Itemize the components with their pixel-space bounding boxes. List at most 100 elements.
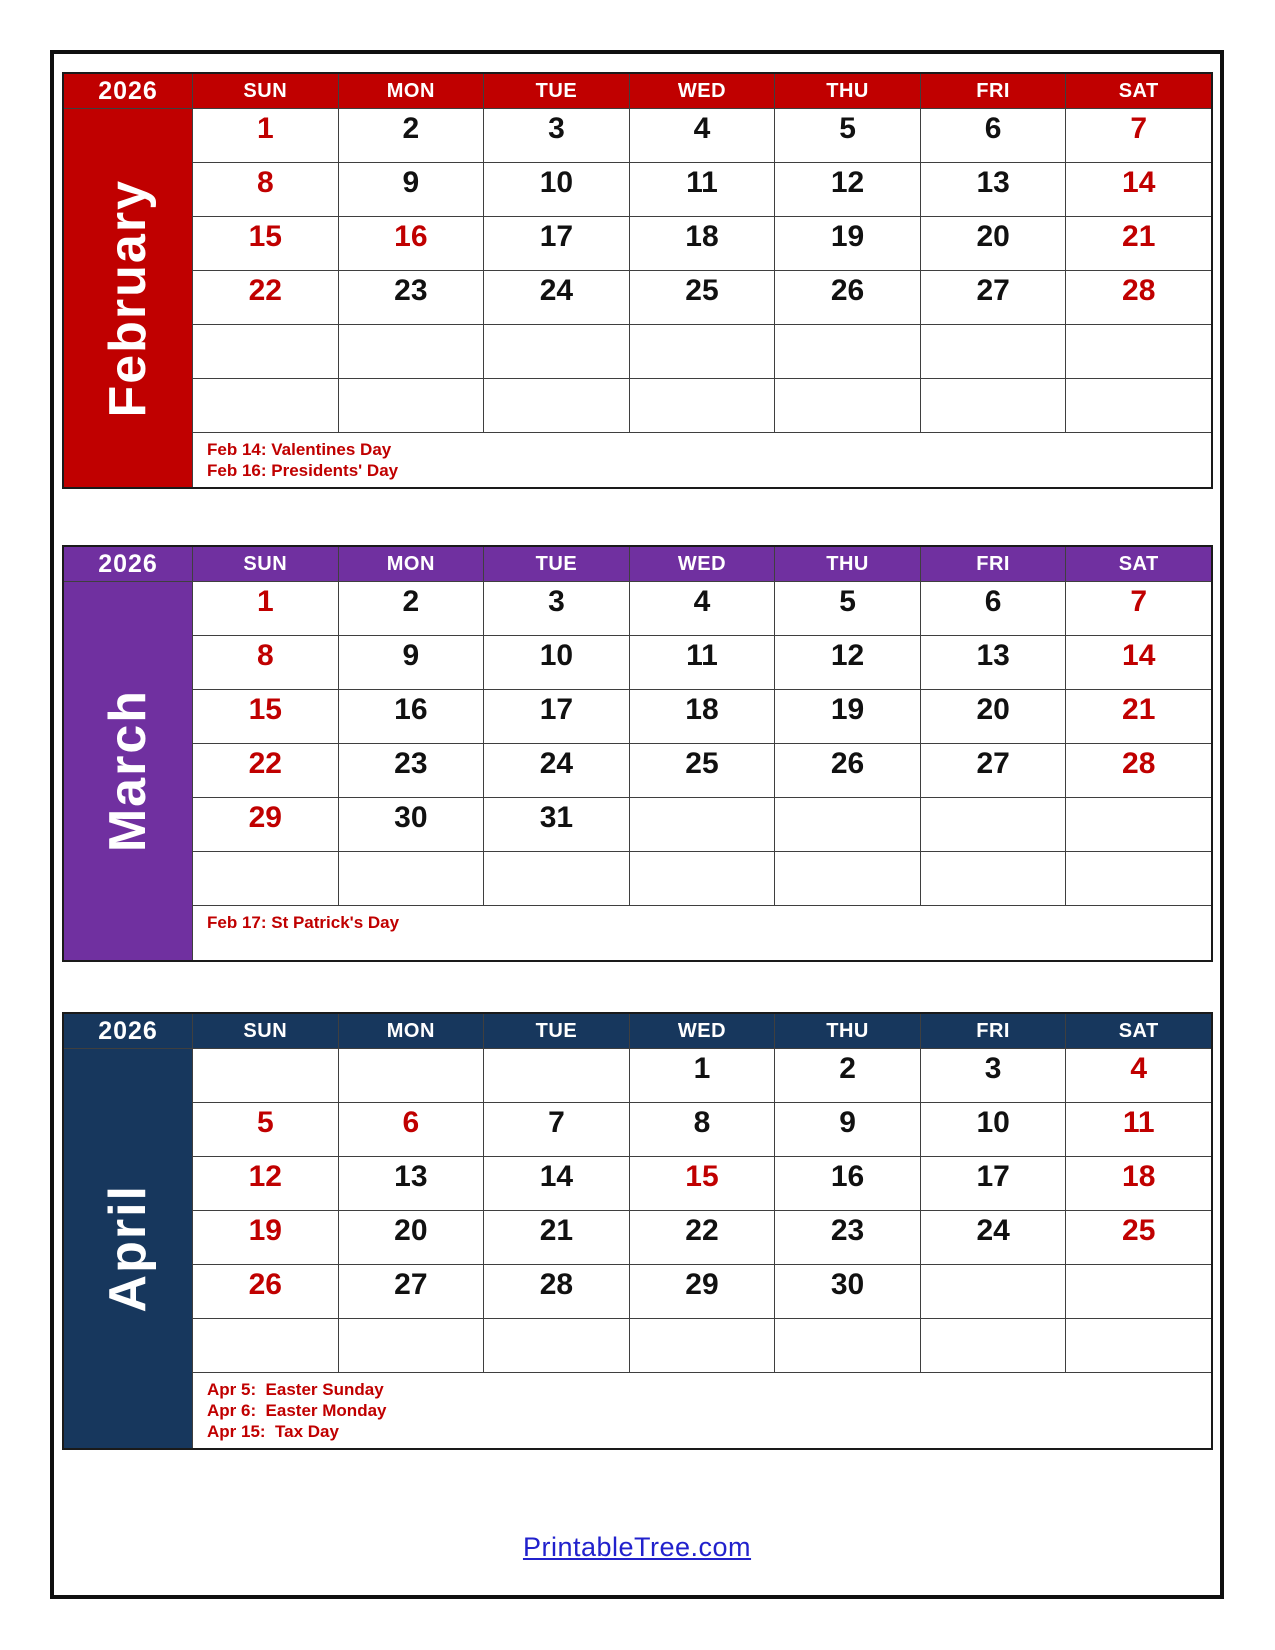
month-sidebar: February <box>64 109 192 487</box>
day-cell: 1 <box>193 582 338 635</box>
day-cell: 24 <box>484 744 629 797</box>
day-cell: 20 <box>920 217 1066 270</box>
day-cell <box>1066 379 1211 432</box>
day-cell: 4 <box>629 109 775 162</box>
day-cell: 6 <box>920 582 1066 635</box>
weekday-header-mon: MON <box>338 1014 484 1048</box>
day-cell <box>629 379 775 432</box>
weekday-header-sat: SAT <box>1066 1014 1211 1048</box>
holiday-notes: Feb 14: Valentines Day Feb 16: Presidents… <box>193 433 1211 487</box>
day-cell: 27 <box>920 271 1066 324</box>
day-cell <box>484 852 629 905</box>
day-cell: 10 <box>920 1103 1066 1156</box>
weekday-header-thu: THU <box>775 74 920 108</box>
day-cell: 18 <box>629 217 775 270</box>
day-cell <box>629 798 775 851</box>
weekday-header-fri: FRI <box>920 74 1066 108</box>
day-cell <box>1066 1265 1211 1318</box>
day-cell: 16 <box>775 1157 920 1210</box>
day-cell: 6 <box>338 1103 484 1156</box>
day-cell: 2 <box>775 1049 920 1102</box>
weekday-header-sat: SAT <box>1066 74 1211 108</box>
weekday-header-tue: TUE <box>484 547 629 581</box>
day-cell <box>338 1049 484 1102</box>
day-cell: 29 <box>629 1265 775 1318</box>
page-frame: 2026 SUN MON TUE WED THU FRI SAT February 1 2 3 4 5 6 7… <box>50 50 1224 1599</box>
day-cell: 5 <box>193 1103 338 1156</box>
day-cell: 26 <box>193 1265 338 1318</box>
day-cell: 14 <box>1066 163 1211 216</box>
day-cell: 9 <box>338 636 484 689</box>
holiday-note: Apr 5: Easter Sunday <box>207 1380 384 1399</box>
day-cell <box>193 379 338 432</box>
month-grid: 2026 SUN MON TUE WED THU FRI SAT February 1 2 3 4 5 6 7… <box>62 72 1213 489</box>
day-cell: 27 <box>338 1265 484 1318</box>
weekday-header-tue: TUE <box>484 74 629 108</box>
day-cell <box>920 852 1066 905</box>
day-cell <box>193 325 338 378</box>
day-cell: 25 <box>629 744 775 797</box>
day-cell: 30 <box>775 1265 920 1318</box>
day-cell: 3 <box>484 109 629 162</box>
day-cell <box>193 1319 338 1372</box>
month-sidebar: March <box>64 582 192 960</box>
day-cell: 18 <box>1066 1157 1211 1210</box>
day-cell: 15 <box>193 690 338 743</box>
day-cell: 6 <box>920 109 1066 162</box>
weekday-header-sun: SUN <box>193 547 338 581</box>
day-cell <box>920 1265 1066 1318</box>
day-cell <box>775 1319 920 1372</box>
day-cell <box>920 325 1066 378</box>
day-cell: 4 <box>629 582 775 635</box>
weekday-header-sun: SUN <box>193 74 338 108</box>
day-cell <box>920 798 1066 851</box>
day-cell: 17 <box>920 1157 1066 1210</box>
day-cell: 23 <box>775 1211 920 1264</box>
day-cell: 27 <box>920 744 1066 797</box>
day-cell: 10 <box>484 636 629 689</box>
day-cell <box>920 379 1066 432</box>
day-cell: 26 <box>775 744 920 797</box>
month-name: March <box>99 689 157 853</box>
day-cell <box>338 852 484 905</box>
printabletree-link[interactable]: PrintableTree.com <box>522 1532 752 1562</box>
day-cell: 1 <box>193 109 338 162</box>
day-cell: 5 <box>775 582 920 635</box>
weekday-header-thu: THU <box>775 1014 920 1048</box>
day-cell: 28 <box>1066 744 1211 797</box>
day-cell: 14 <box>1066 636 1211 689</box>
day-cell: 10 <box>484 163 629 216</box>
weekday-header-wed: WED <box>629 74 775 108</box>
month-block-february: 2026 SUN MON TUE WED THU FRI SAT February 1 2 3 4 5 6 7… <box>62 72 1213 489</box>
day-cell: 11 <box>629 636 775 689</box>
day-cell: 23 <box>338 271 484 324</box>
day-cell: 12 <box>775 163 920 216</box>
day-cell <box>484 1319 629 1372</box>
day-cell <box>775 798 920 851</box>
day-cell: 26 <box>775 271 920 324</box>
day-cell <box>1066 1319 1211 1372</box>
day-cell: 7 <box>1066 582 1211 635</box>
day-cell: 21 <box>1066 217 1211 270</box>
holiday-note: Feb 16: Presidents' Day <box>207 461 399 480</box>
day-cell: 13 <box>920 636 1066 689</box>
day-cell: 14 <box>484 1157 629 1210</box>
day-cell <box>338 379 484 432</box>
day-cell <box>629 852 775 905</box>
month-name: February <box>99 178 157 418</box>
day-cell: 20 <box>920 690 1066 743</box>
day-cell: 11 <box>629 163 775 216</box>
day-cell: 22 <box>193 744 338 797</box>
day-cell: 24 <box>920 1211 1066 1264</box>
day-cell <box>1066 798 1211 851</box>
day-cell: 8 <box>193 636 338 689</box>
day-cell: 16 <box>338 217 484 270</box>
day-cell: 16 <box>338 690 484 743</box>
day-cell: 5 <box>775 109 920 162</box>
day-cell: 3 <box>484 582 629 635</box>
holiday-notes: Feb 17: St Patrick's Day <box>193 906 1211 960</box>
day-cell: 21 <box>1066 690 1211 743</box>
day-cell <box>775 325 920 378</box>
day-cell: 13 <box>338 1157 484 1210</box>
day-cell: 28 <box>1066 271 1211 324</box>
